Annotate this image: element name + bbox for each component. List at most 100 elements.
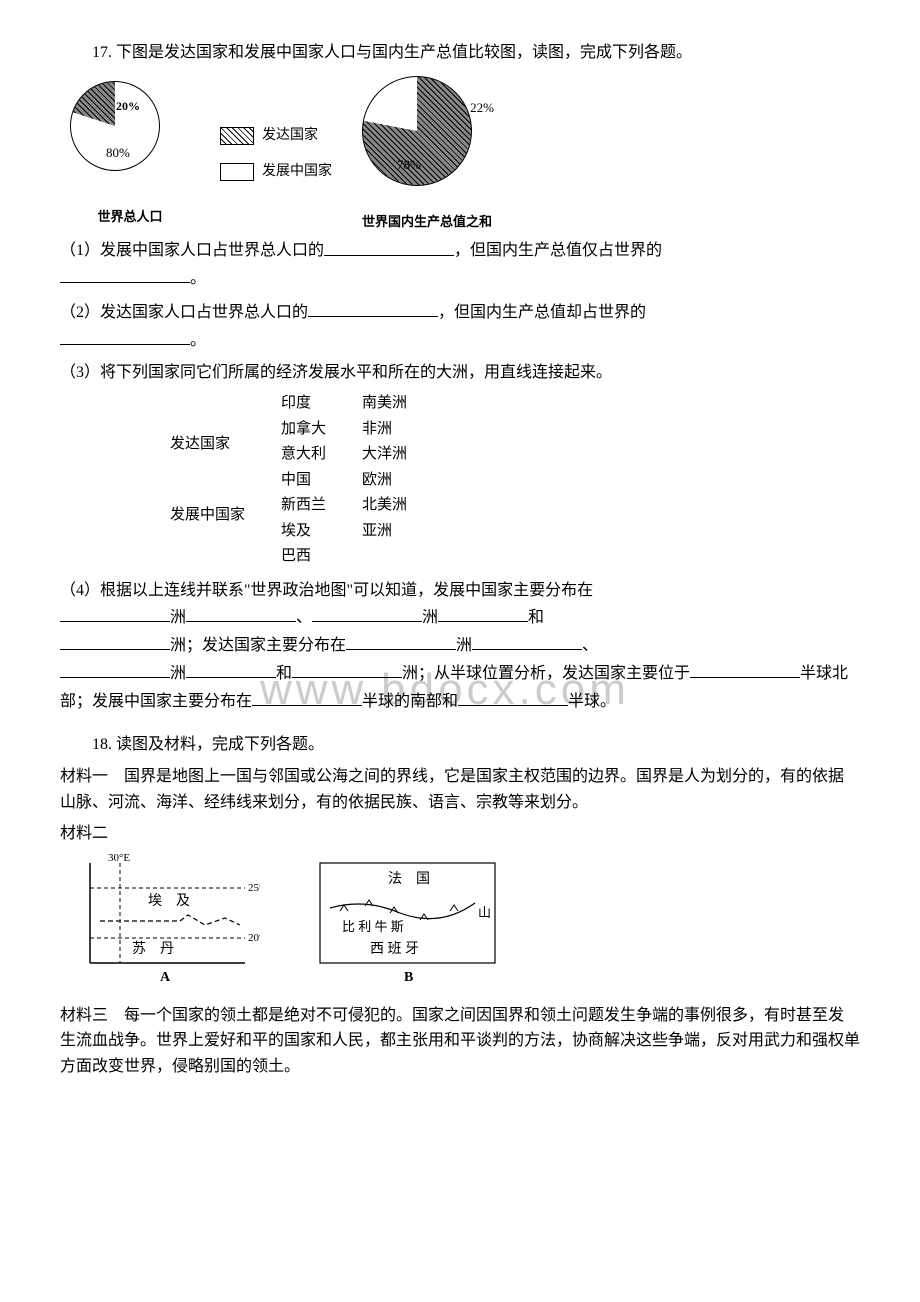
legend-label-1: 发展中国家 (262, 161, 332, 183)
maps-row: 30°E 25°N 20°N 埃 及 苏 丹 A 法 国 比 利 牛 斯 山 西… (70, 853, 860, 993)
chart2-caption: 世界国内生产总值之和 (362, 212, 492, 233)
match-mid-0: 印度 (281, 391, 326, 417)
blank[interactable] (458, 687, 568, 706)
legend-box-plain (220, 163, 254, 181)
map-b: 法 国 比 利 牛 斯 山 西 班 牙 B (310, 853, 510, 993)
m2-label: 材料二 (60, 821, 860, 847)
legend-box-hatched (220, 127, 254, 145)
chart1-block: 20% 80% 世界总人口 (70, 81, 190, 228)
blank[interactable] (60, 659, 170, 678)
match-mid-3: 中国 (281, 468, 326, 494)
mapA-lat2: 20°N (248, 932, 260, 944)
q17-sub1: （1）发展中国家人口占世界总人口的 ，但国内生产总值仅占世界的 。 (60, 236, 860, 292)
match-left-1: 发展中国家 (170, 503, 245, 529)
w-fd: 洲；发达国家主要分布在 (170, 637, 346, 654)
mapA-r1: 埃 及 (148, 893, 190, 909)
m3-text: 每一个国家的领土都是绝对不可侵犯的。国家之间因国界和领土问题发生争端的事例很多，… (60, 1007, 860, 1075)
pie2-label-78: 78% (397, 155, 421, 176)
q17-sub1b: ，但国内生产总值仅占世界的 (454, 243, 662, 260)
w-he2: 和 (276, 665, 292, 682)
pie2-wrap: 22% 78% (362, 76, 492, 206)
q17-sub2b: ，但国内生产总值却占世界的 (438, 304, 646, 321)
w-zhou2: 洲 (422, 609, 438, 626)
chart1-caption: 世界总人口 (97, 207, 162, 228)
match-right-col: 南美洲 非洲 大洋洲 欧洲 北美洲 亚洲 (362, 391, 407, 570)
blank[interactable] (472, 631, 582, 650)
q18-m1: 材料一 国界是地图上一国与邻国或公海之间的界线，它是国家主权范围的边界。国界是人… (60, 764, 860, 815)
mapA-caption: A (160, 970, 171, 985)
match-mid-1: 加拿大 (281, 417, 326, 443)
w-he: 和 (528, 609, 544, 626)
q17-charts: 20% 80% 世界总人口 发达国家 发展中国家 22% 78% 世界国内生产总… (70, 76, 860, 233)
match-right-1: 非洲 (362, 417, 407, 443)
blank[interactable] (60, 326, 190, 345)
q17-sub2: （2）发达国家人口占世界总人口的 ，但国内生产总值却占世界的 。 (60, 298, 860, 354)
q17-sub3: （3）将下列国家同它们所属的经济发展水平和所在的大洲，用直线连接起来。 (60, 360, 860, 386)
legend-row-1: 发展中国家 (220, 161, 332, 183)
q17-sub1a: （1）发展中国家人口占世界总人口的 (60, 243, 324, 260)
blank[interactable] (438, 603, 528, 622)
match-right-3: 欧洲 (362, 468, 407, 494)
legend-row-0: 发达国家 (220, 125, 332, 147)
w-dun: 、 (296, 609, 312, 626)
m3-label: 材料三 (60, 1007, 108, 1024)
match-left-0: 发达国家 (170, 432, 245, 458)
legend-label-0: 发达国家 (262, 125, 318, 147)
blank[interactable] (186, 659, 276, 678)
w-zhou3: 洲 (456, 637, 472, 654)
match-right-5: 亚洲 (362, 519, 407, 545)
match-mid-6: 巴西 (281, 544, 326, 570)
blank[interactable] (292, 659, 402, 678)
match-mid-col: 印度 加拿大 意大利 中国 新西兰 埃及 巴西 (281, 391, 326, 570)
pie1-label-80: 80% (106, 143, 130, 164)
chart2-block: 22% 78% 世界国内生产总值之和 (362, 76, 492, 233)
q17-sub4: （4）根据以上连线并联系"世界政治地图"可以知道，发展中国家主要分布在 洲、洲和… (60, 578, 860, 715)
q18-title: 18. 读图及材料，完成下列各题。 (60, 732, 860, 758)
match-right-2: 大洋洲 (362, 442, 407, 468)
map-a: 30°E 25°N 20°N 埃 及 苏 丹 A (70, 853, 260, 993)
blank[interactable] (312, 603, 422, 622)
blank[interactable] (60, 264, 190, 283)
w-nbh: 半球的南部和 (362, 693, 458, 710)
mapA-lon: 30°E (108, 853, 130, 864)
match-mid-5: 埃及 (281, 519, 326, 545)
pie1-label-20: 20% (116, 97, 140, 116)
q17-sub2a: （2）发达国家人口占世界总人口的 (60, 304, 308, 321)
m1-text: 国界是地图上一国与邻国或公海之间的界线，它是国家主权范围的边界。国界是人为划分的… (60, 768, 844, 811)
mapA-lat1: 25°N (248, 882, 260, 894)
pie1-wrap: 20% 80% (70, 81, 190, 201)
q17-sub4a: （4）根据以上连线并联系"世界政治地图"可以知道，发展中国家主要分布在 (60, 582, 593, 599)
w-bq: 半球。 (568, 693, 616, 710)
q18-m3: 材料三 每一个国家的领土都是绝对不可侵犯的。国家之间因国界和领土问题发生争端的事… (60, 1003, 860, 1080)
m1-label: 材料一 (60, 768, 108, 785)
q17-sub1c: 。 (190, 270, 206, 287)
blank[interactable] (60, 631, 170, 650)
blank[interactable] (346, 631, 456, 650)
mapB-r1: 法 国 (388, 871, 430, 887)
blank[interactable] (690, 659, 800, 678)
blank[interactable] (324, 236, 454, 255)
match-mid-4: 新西兰 (281, 493, 326, 519)
match-left-col: 发达国家 发展中国家 (170, 391, 245, 570)
w-zhou: 洲 (170, 609, 186, 626)
mapB-r2: 西 班 牙 (370, 941, 419, 957)
blank[interactable] (186, 603, 296, 622)
blank[interactable] (308, 298, 438, 317)
pie2-label-22: 22% (470, 98, 494, 119)
match-table: 发达国家 发展中国家 印度 加拿大 意大利 中国 新西兰 埃及 巴西 南美洲 非… (170, 391, 860, 570)
mapA-r2: 苏 丹 (132, 941, 174, 957)
q17-title: 17. 下图是发达国家和发展中国家人口与国内生产总值比较图，读图，完成下列各题。 (60, 40, 860, 66)
match-right-4: 北美洲 (362, 493, 407, 519)
mapB-mt: 比 利 牛 斯 (342, 919, 404, 934)
w-zhou4: 洲 (170, 665, 186, 682)
mapB-caption: B (404, 970, 413, 985)
mapB-mtlbl: 山 (478, 905, 491, 920)
blank[interactable] (60, 603, 170, 622)
match-mid-2: 意大利 (281, 442, 326, 468)
q17-sub2c: 。 (190, 332, 206, 349)
w-cong: 洲；从半球位置分析，发达国家主要位于 (402, 665, 690, 682)
w-dun2: 、 (582, 637, 598, 654)
blank[interactable] (252, 687, 362, 706)
legend: 发达国家 发展中国家 (220, 125, 332, 184)
document-root: www.bdocx.com 17. 下图是发达国家和发展中国家人口与国内生产总值… (60, 40, 860, 1079)
